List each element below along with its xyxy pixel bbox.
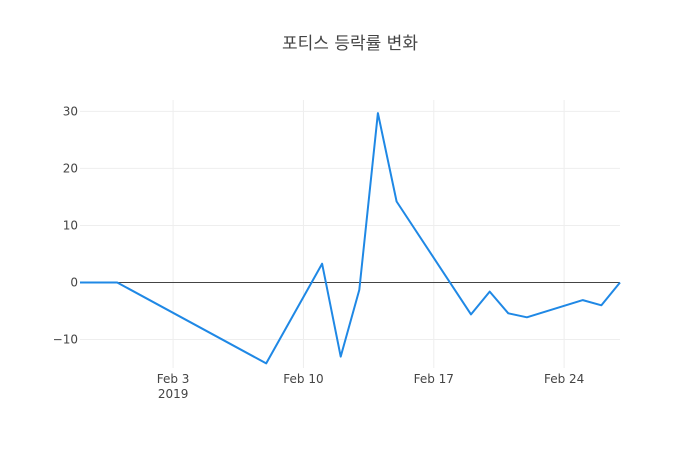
chart-title: 포티스 등락률 변화 <box>282 34 418 54</box>
y-tick-label: 30 <box>63 104 78 118</box>
y-tick-label: 20 <box>63 161 78 175</box>
y-tick-label: 0 <box>70 275 78 289</box>
grid-layer <box>80 100 620 368</box>
x-tick-label: Feb 24 <box>544 372 584 386</box>
x-tick-label: Feb 3 <box>157 372 190 386</box>
x-tick-label: Feb 10 <box>283 372 323 386</box>
series-line <box>80 112 621 365</box>
x-tick-year-label: 2019 <box>158 387 189 401</box>
series-layer <box>80 112 621 365</box>
x-tick-label: Feb 17 <box>414 372 454 386</box>
y-tick-label: 10 <box>63 218 78 232</box>
y-axis-ticks: 30 20 10 0 −10 <box>53 104 78 346</box>
y-tick-label: −10 <box>53 332 78 346</box>
